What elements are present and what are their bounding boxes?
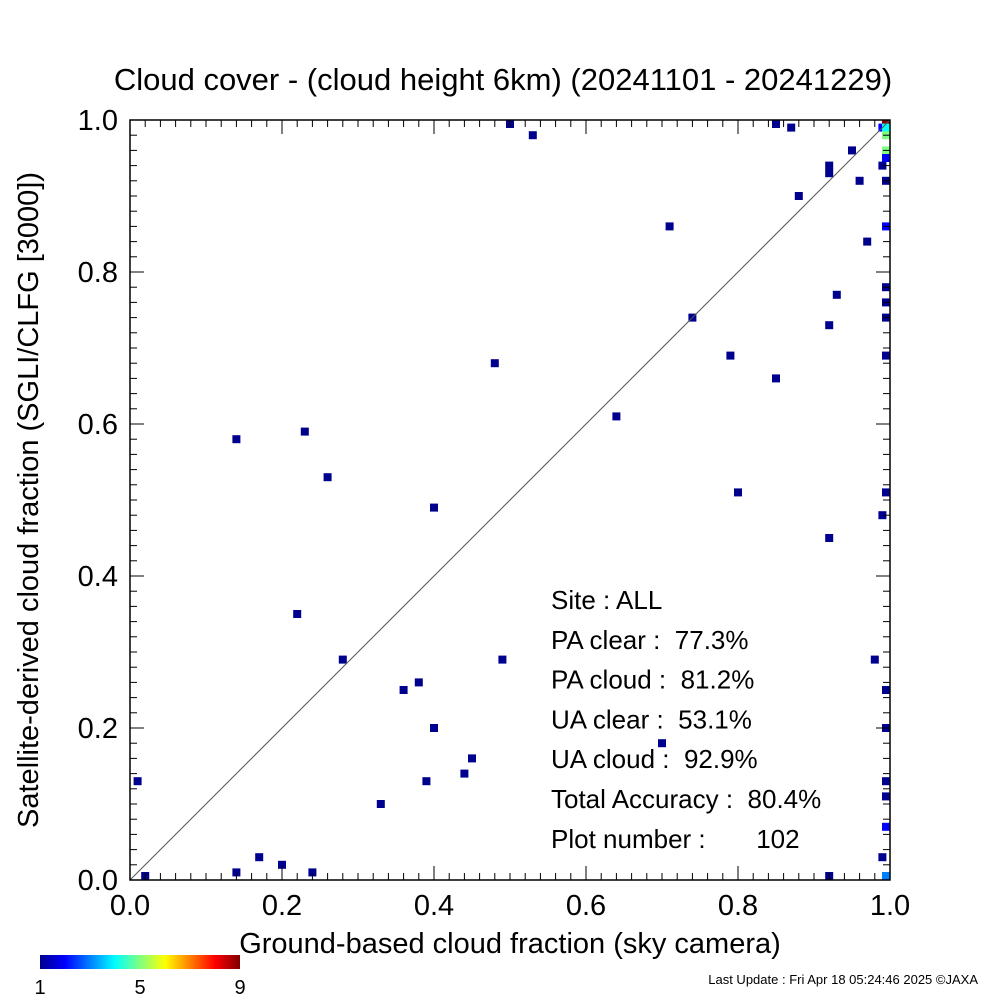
data-point <box>882 488 890 497</box>
data-point <box>882 822 890 831</box>
data-point <box>278 860 286 869</box>
data-point <box>878 853 887 862</box>
data-point <box>863 237 872 246</box>
data-point <box>232 868 241 877</box>
data-point <box>498 655 507 664</box>
stats-line: PA clear : 77.3% <box>551 625 749 655</box>
ticks-layer <box>129 119 891 881</box>
data-point <box>882 686 890 694</box>
one-to-one-line <box>129 119 891 881</box>
data-point <box>848 146 856 155</box>
colorbar-label: 1 <box>34 977 45 999</box>
data-point <box>414 678 423 687</box>
data-point <box>399 686 408 694</box>
data-point <box>376 800 385 808</box>
stats-line: Plot number : 102 <box>551 824 800 854</box>
data-point <box>460 769 469 778</box>
x-tick-label: 0.2 <box>262 890 302 922</box>
data-point <box>293 610 302 618</box>
x-axis-label: Ground-based cloud fraction (sky camera) <box>239 928 781 960</box>
data-point <box>825 161 834 170</box>
data-point <box>528 131 537 140</box>
data-point <box>882 777 890 786</box>
data-point <box>665 222 674 231</box>
x-tick-label: 0.8 <box>718 890 758 922</box>
data-point <box>422 777 431 786</box>
y-axis-label: Satellite-derived cloud fraction (SGLI/C… <box>13 172 45 828</box>
x-tick-label: 0.4 <box>414 890 454 922</box>
data-point <box>734 488 742 497</box>
chart-title: Cloud cover - (cloud height 6km) (202411… <box>114 62 892 97</box>
y-tick-labels: 0.0 0.2 0.4 0.6 0.8 1.0 <box>78 105 118 897</box>
stats-line: UA cloud : 92.9% <box>551 744 758 774</box>
colorbar <box>40 955 240 969</box>
y-tick-label: 0.2 <box>78 713 118 745</box>
data-point <box>878 511 887 520</box>
data-point <box>308 868 317 877</box>
data-point <box>430 724 438 732</box>
data-point <box>772 374 780 383</box>
data-point <box>787 123 796 132</box>
data-point <box>882 351 890 360</box>
data-point <box>882 154 890 162</box>
y-tick-label: 0.8 <box>78 257 118 289</box>
data-point <box>794 192 803 200</box>
data-point <box>870 655 879 664</box>
data-point <box>882 123 890 132</box>
data-point <box>323 473 332 482</box>
stats-line: PA cloud : 81.2% <box>551 665 754 695</box>
y-tick-label: 0.4 <box>78 561 118 593</box>
stats-line: UA clear : 53.1% <box>551 704 752 734</box>
y-tick-label: 1.0 <box>78 105 118 137</box>
data-point <box>882 872 890 880</box>
data-point <box>612 412 621 421</box>
x-tick-label: 1.0 <box>870 890 910 922</box>
data-point <box>255 853 264 862</box>
data-point <box>825 534 834 542</box>
data-point <box>832 290 841 299</box>
stats-line: Site : ALL <box>551 585 662 615</box>
last-update-text: Last Update : Fri Apr 18 05:24:46 2025 ©… <box>708 972 978 987</box>
colorbar-label: 5 <box>134 977 145 999</box>
data-point <box>430 503 438 512</box>
data-point <box>882 792 890 801</box>
colorbar-labels: 1 5 9 <box>34 977 245 999</box>
data-point <box>133 777 142 786</box>
x-tick-labels: 0.0 0.2 0.4 0.6 0.8 1.0 <box>110 890 910 922</box>
data-point <box>300 427 309 436</box>
data-point <box>658 739 666 748</box>
colorbar-label: 9 <box>234 977 245 999</box>
y-tick-label: 0.6 <box>78 409 118 441</box>
x-tick-label: 0.6 <box>566 890 606 922</box>
stats-line: Total Accuracy : 80.4% <box>551 784 821 814</box>
data-point <box>726 351 735 360</box>
data-point <box>825 169 834 178</box>
data-point <box>772 120 780 128</box>
y-tick-label: 0.0 <box>78 865 118 897</box>
x-tick-label: 0.0 <box>110 890 150 922</box>
data-point <box>490 359 499 368</box>
stats-box: Site : ALL PA clear : 77.3% PA cloud : 81.… <box>551 585 821 854</box>
data-point <box>338 655 347 664</box>
data-point <box>468 754 476 763</box>
data-point <box>825 321 834 330</box>
data-point <box>232 435 241 444</box>
data-point <box>855 176 864 185</box>
data-point <box>878 161 887 170</box>
